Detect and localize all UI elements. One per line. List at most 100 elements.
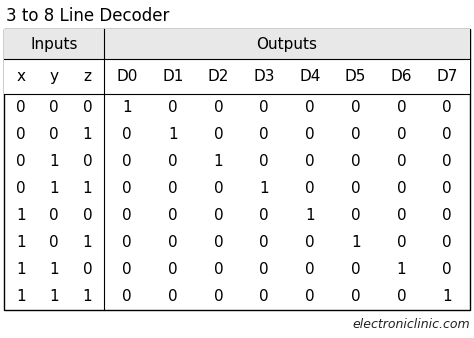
Text: 1: 1 <box>82 235 92 250</box>
Text: 0: 0 <box>168 100 178 115</box>
Text: 0: 0 <box>351 154 361 169</box>
Text: 0: 0 <box>351 100 361 115</box>
Text: 0: 0 <box>168 154 178 169</box>
Text: 0: 0 <box>259 100 269 115</box>
Text: 1: 1 <box>442 289 452 304</box>
Text: 1: 1 <box>351 235 361 250</box>
Text: 0: 0 <box>442 100 452 115</box>
Text: 0: 0 <box>122 154 132 169</box>
Text: D7: D7 <box>437 69 458 84</box>
Text: 1: 1 <box>49 289 59 304</box>
Text: 0: 0 <box>214 181 223 196</box>
Text: 0: 0 <box>16 154 26 169</box>
Text: 0: 0 <box>397 127 406 142</box>
Text: 0: 0 <box>397 289 406 304</box>
Text: 1: 1 <box>16 289 26 304</box>
Text: D2: D2 <box>208 69 229 84</box>
Text: 1: 1 <box>49 262 59 277</box>
Text: y: y <box>50 69 59 84</box>
Text: 0: 0 <box>442 235 452 250</box>
Text: 0: 0 <box>305 181 315 196</box>
Text: 1: 1 <box>122 100 132 115</box>
Text: 0: 0 <box>397 208 406 223</box>
Text: 0: 0 <box>442 154 452 169</box>
Text: 0: 0 <box>16 181 26 196</box>
Text: 0: 0 <box>16 100 26 115</box>
Text: D5: D5 <box>345 69 366 84</box>
Text: 1: 1 <box>82 181 92 196</box>
Text: x: x <box>16 69 25 84</box>
Text: 0: 0 <box>259 262 269 277</box>
Text: 0: 0 <box>16 127 26 142</box>
Text: 0: 0 <box>351 289 361 304</box>
Text: D6: D6 <box>391 69 412 84</box>
Text: D3: D3 <box>254 69 275 84</box>
Text: 0: 0 <box>82 208 92 223</box>
Text: 0: 0 <box>214 289 223 304</box>
Text: 0: 0 <box>305 127 315 142</box>
Text: 0: 0 <box>351 262 361 277</box>
Text: 0: 0 <box>305 289 315 304</box>
Bar <box>4 29 470 310</box>
Text: D0: D0 <box>116 69 138 84</box>
Text: 0: 0 <box>351 208 361 223</box>
Text: 0: 0 <box>397 181 406 196</box>
Text: 1: 1 <box>397 262 406 277</box>
Text: 0: 0 <box>259 208 269 223</box>
Text: 0: 0 <box>351 181 361 196</box>
Text: 1: 1 <box>214 154 223 169</box>
Text: 0: 0 <box>397 235 406 250</box>
Text: 0: 0 <box>49 100 59 115</box>
Text: electroniclinic.com: electroniclinic.com <box>352 318 470 331</box>
Text: 0: 0 <box>442 127 452 142</box>
Text: 0: 0 <box>214 262 223 277</box>
Text: 0: 0 <box>49 127 59 142</box>
Text: 0: 0 <box>82 262 92 277</box>
Text: 3 to 8 Line Decoder: 3 to 8 Line Decoder <box>6 7 169 25</box>
Text: 0: 0 <box>305 154 315 169</box>
Text: 0: 0 <box>49 235 59 250</box>
Text: 0: 0 <box>122 235 132 250</box>
Text: 0: 0 <box>214 100 223 115</box>
Text: 0: 0 <box>49 208 59 223</box>
Text: z: z <box>83 69 91 84</box>
Text: 1: 1 <box>82 289 92 304</box>
Bar <box>4 29 104 59</box>
Text: 0: 0 <box>122 181 132 196</box>
Text: 0: 0 <box>214 208 223 223</box>
Text: 0: 0 <box>259 289 269 304</box>
Text: 0: 0 <box>442 208 452 223</box>
Text: 1: 1 <box>49 154 59 169</box>
Text: D1: D1 <box>162 69 183 84</box>
Text: 0: 0 <box>305 100 315 115</box>
Bar <box>4 59 104 94</box>
Text: 0: 0 <box>122 262 132 277</box>
Text: 0: 0 <box>351 127 361 142</box>
Text: 1: 1 <box>259 181 269 196</box>
Text: 0: 0 <box>397 100 406 115</box>
Text: D4: D4 <box>299 69 320 84</box>
Text: 1: 1 <box>305 208 315 223</box>
Text: 0: 0 <box>168 289 178 304</box>
Text: 1: 1 <box>16 262 26 277</box>
Text: 1: 1 <box>16 208 26 223</box>
Bar <box>104 59 470 94</box>
Text: Inputs: Inputs <box>30 37 78 51</box>
Text: 0: 0 <box>259 127 269 142</box>
Text: 0: 0 <box>122 208 132 223</box>
Text: Outputs: Outputs <box>256 37 318 51</box>
Text: 0: 0 <box>214 127 223 142</box>
Text: 0: 0 <box>442 262 452 277</box>
Text: 0: 0 <box>82 154 92 169</box>
Text: 0: 0 <box>442 181 452 196</box>
Text: 1: 1 <box>49 181 59 196</box>
Text: 1: 1 <box>16 235 26 250</box>
Text: 0: 0 <box>168 181 178 196</box>
Text: 0: 0 <box>168 262 178 277</box>
Text: 0: 0 <box>259 235 269 250</box>
Text: 0: 0 <box>259 154 269 169</box>
Text: 0: 0 <box>82 100 92 115</box>
Text: 0: 0 <box>168 235 178 250</box>
Text: 0: 0 <box>168 208 178 223</box>
Text: 1: 1 <box>82 127 92 142</box>
